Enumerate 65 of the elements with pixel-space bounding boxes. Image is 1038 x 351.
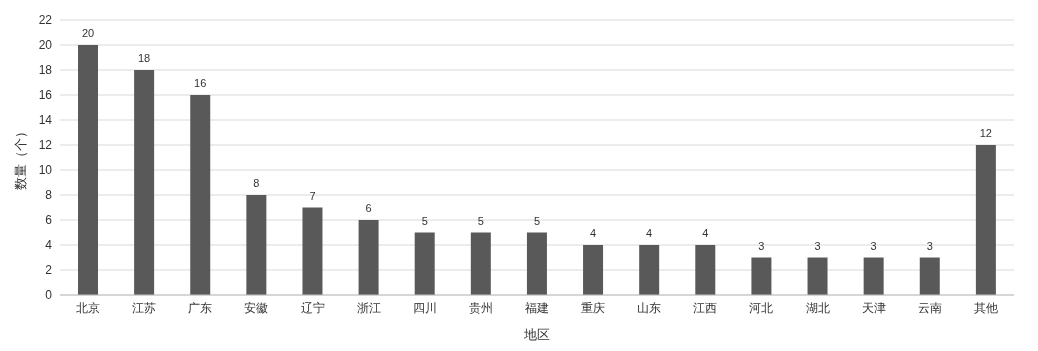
data-label: 7 (309, 189, 316, 202)
data-label: 6 (365, 202, 372, 214)
x-tick-label: 山东 (637, 300, 662, 315)
data-label: 3 (926, 239, 933, 252)
x-tick-label: 江苏 (132, 300, 157, 315)
bar (639, 245, 660, 295)
x-tick-label: 四川 (412, 300, 437, 315)
data-label: 8 (253, 177, 260, 189)
data-label: 12 (979, 127, 993, 139)
bar (751, 257, 772, 295)
bar (414, 232, 435, 295)
x-tick-label: 安徽 (244, 300, 269, 315)
x-tick-label: 北京 (76, 300, 101, 315)
x-tick-label: 其他 (973, 300, 998, 315)
bar (526, 232, 547, 295)
x-axis-title: 地区 (523, 327, 550, 342)
data-label: 18 (137, 52, 151, 64)
x-tick-label: 辽宁 (300, 300, 325, 315)
bar (246, 195, 267, 295)
x-tick-label: 云南 (917, 300, 942, 315)
x-tick-label: 江西 (693, 300, 718, 315)
y-tick-label: 12 (38, 138, 53, 153)
data-label: 16 (194, 77, 207, 89)
bar (975, 145, 996, 295)
bar (470, 232, 491, 295)
bar (190, 95, 211, 295)
y-tick-label: 2 (45, 263, 53, 278)
y-tick-label: 10 (38, 163, 53, 178)
data-label: 3 (814, 239, 821, 252)
y-axis-title: 数量（个） (12, 125, 28, 190)
bar (78, 45, 98, 295)
y-tick-label: 4 (45, 238, 53, 253)
data-label: 5 (421, 214, 428, 227)
bar (302, 207, 323, 295)
bar (134, 70, 155, 295)
bar (358, 220, 379, 295)
x-tick-label: 贵州 (468, 300, 493, 315)
y-tick-label: 8 (45, 188, 53, 203)
data-label: 4 (702, 227, 709, 239)
x-tick-label: 浙江 (356, 300, 381, 315)
data-label: 4 (590, 227, 597, 239)
y-tick-label: 6 (45, 213, 53, 228)
x-tick-label: 重庆 (581, 300, 606, 315)
y-tick-label: 16 (38, 88, 53, 103)
bar (807, 257, 828, 295)
bar (919, 257, 940, 295)
x-tick-label: 湖北 (805, 300, 830, 315)
bar (583, 245, 604, 295)
data-label: 5 (477, 214, 484, 227)
x-tick-label: 福建 (525, 300, 549, 315)
x-tick-label: 广东 (188, 300, 213, 315)
data-label: 3 (758, 239, 765, 252)
data-label: 3 (870, 239, 877, 252)
y-tick-label: 20 (38, 38, 53, 53)
x-tick-label: 天津 (861, 300, 886, 315)
data-label: 20 (81, 27, 95, 39)
bar (863, 257, 884, 295)
data-label: 5 (533, 214, 540, 227)
y-tick-label: 14 (38, 113, 53, 128)
y-tick-label: 0 (45, 288, 53, 303)
data-label: 4 (646, 227, 653, 239)
bar (695, 245, 716, 295)
x-tick-label: 河北 (749, 300, 774, 315)
y-tick-label: 22 (38, 13, 53, 28)
y-tick-label: 18 (38, 63, 53, 78)
